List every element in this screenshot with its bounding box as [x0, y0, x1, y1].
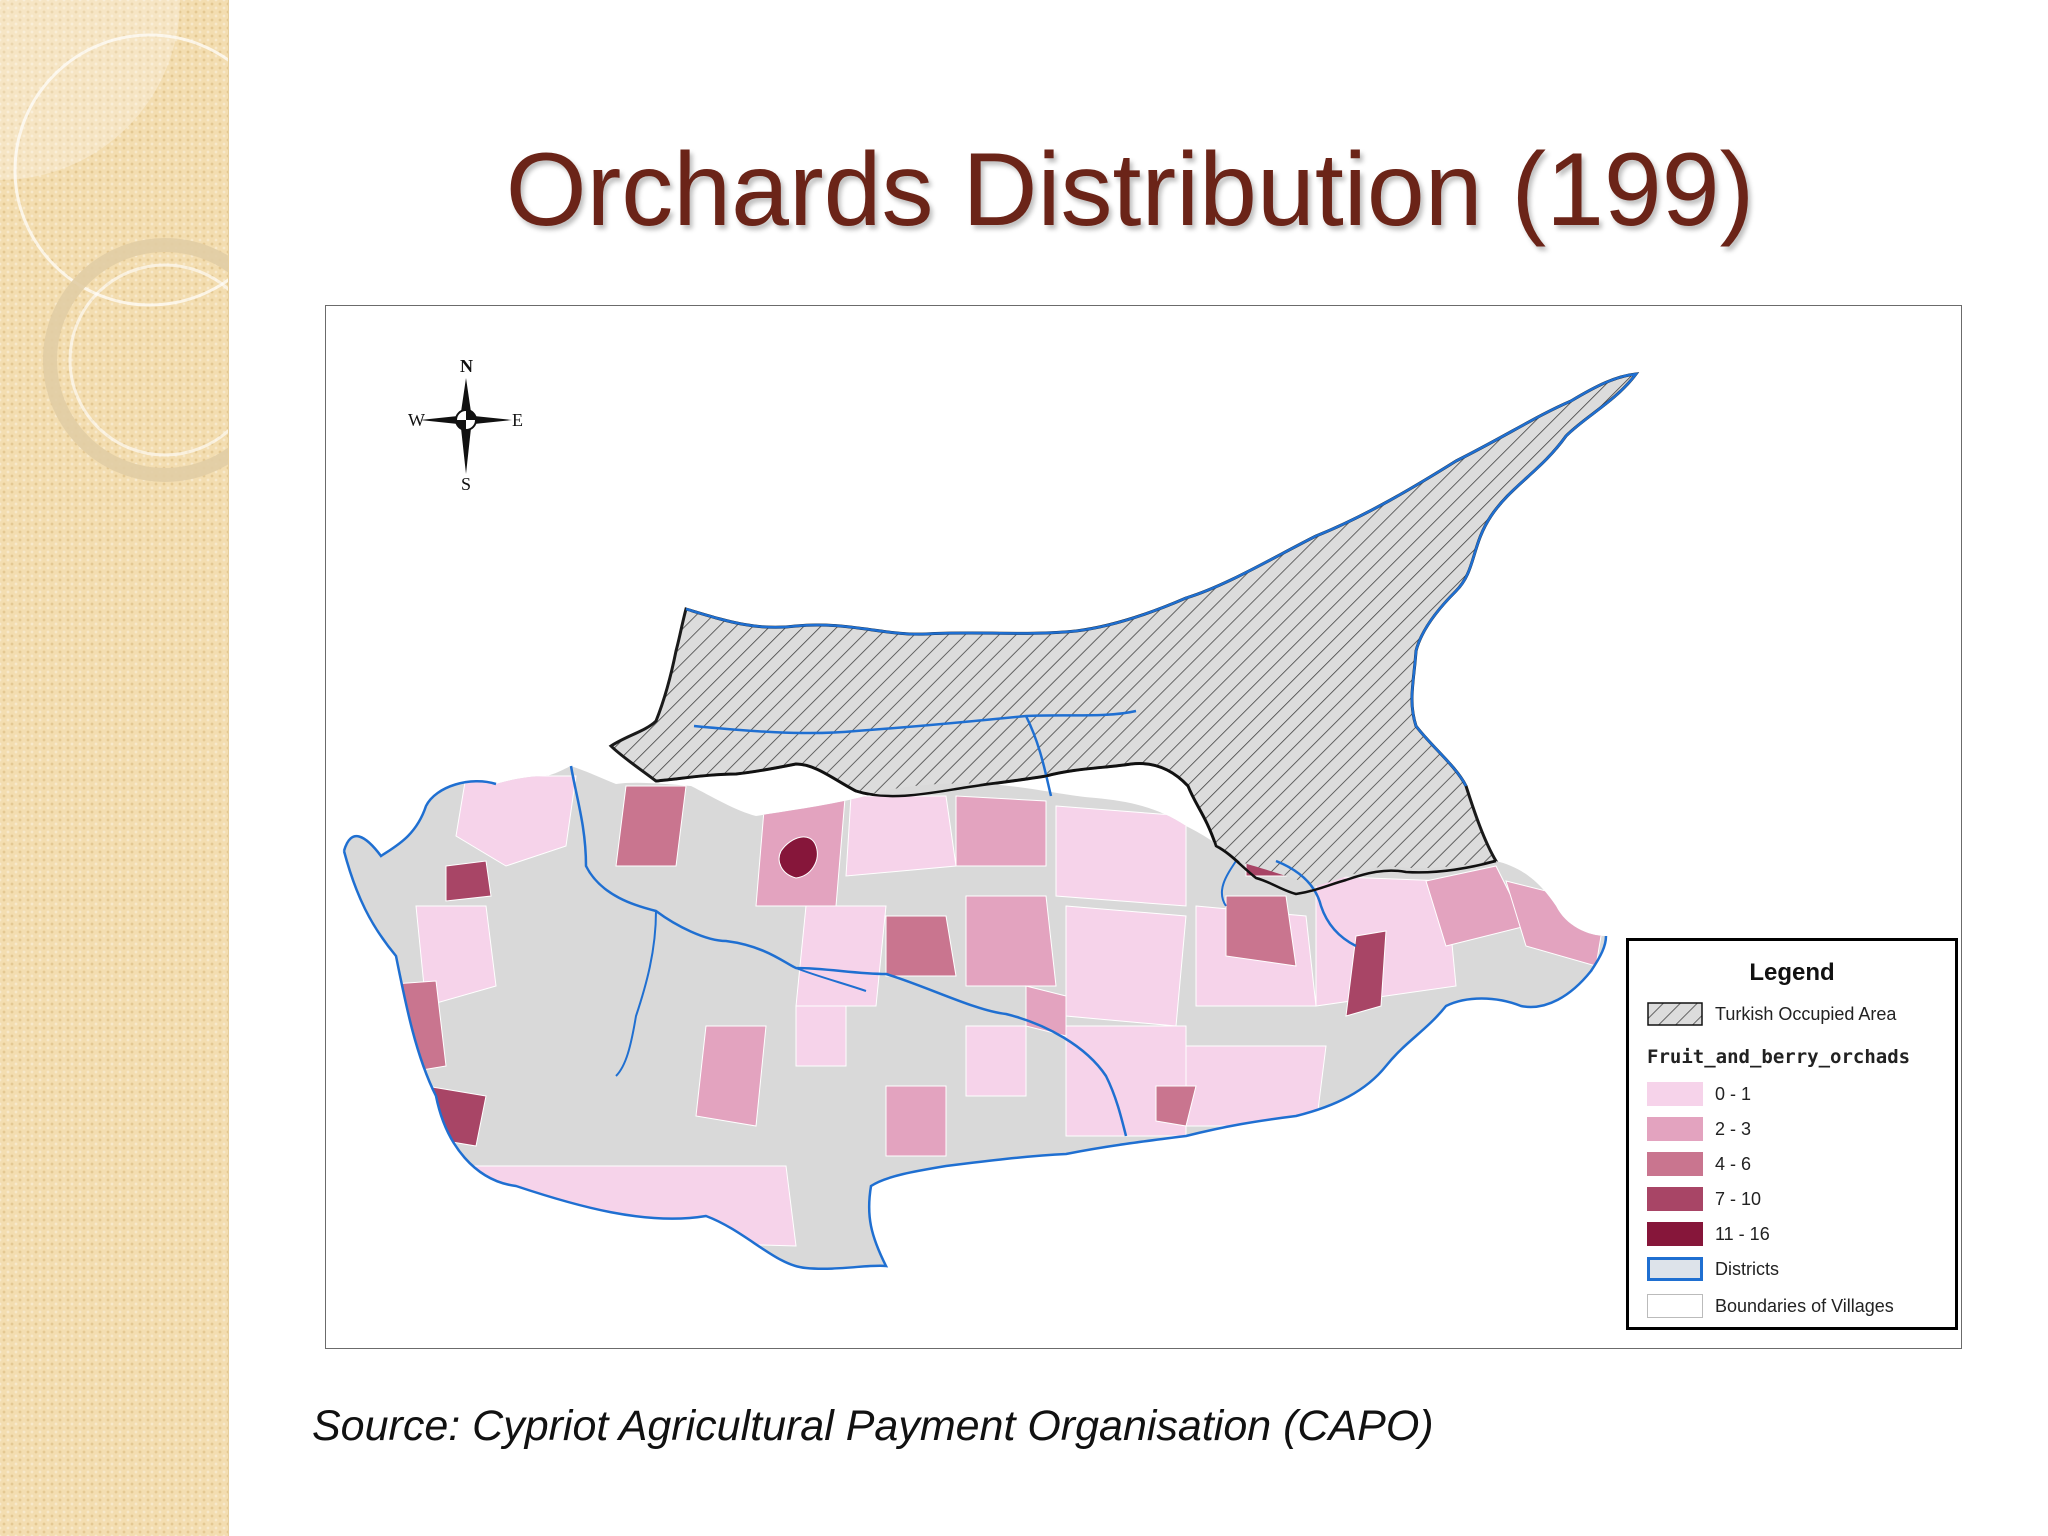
- slide-title: Orchards Distribution (199): [505, 132, 1755, 248]
- legend-label-occupied: Turkish Occupied Area: [1715, 1003, 1897, 1024]
- map-frame: N S W E Legend Turkish Occupied Area Fru…: [325, 305, 1962, 1349]
- legend-label-class: 2 - 3: [1715, 1118, 1752, 1139]
- legend-label-villages: Boundaries of Villages: [1715, 1295, 1894, 1316]
- legend-row-occupied: Turkish Occupied Area: [1647, 1001, 1896, 1027]
- village-max-value: [778, 836, 818, 879]
- legend-label-class: 7 - 10: [1715, 1188, 1762, 1209]
- compass-south: S: [461, 474, 472, 494]
- legend-label-class: 11 - 16: [1715, 1223, 1770, 1244]
- compass-rose: N S W E: [406, 356, 526, 496]
- hatch-swatch-icon: [1647, 1002, 1703, 1026]
- legend-field-name: Fruit_and_berry_orchads: [1647, 1046, 1911, 1068]
- source-citation: Source: Cypriot Agricultural Payment Org…: [312, 1402, 1434, 1450]
- decorative-sidebar: [0, 0, 229, 1536]
- compass-north: N: [460, 356, 473, 376]
- legend-title: Legend: [1749, 959, 1835, 986]
- compass-west: W: [408, 410, 425, 430]
- legend-row-districts: Districts: [1647, 1256, 1779, 1282]
- legend-swatch-villages: [1647, 1294, 1703, 1318]
- legend-swatch-districts: [1647, 1257, 1703, 1281]
- legend-swatch-3: [1647, 1187, 1703, 1211]
- legend-row-class-4: 11 - 16: [1647, 1221, 1770, 1247]
- compass-east: E: [512, 410, 523, 430]
- legend-swatch-0: [1647, 1082, 1703, 1106]
- legend-row-class-1: 2 - 3: [1647, 1116, 1751, 1142]
- legend-swatch-2: [1647, 1152, 1703, 1176]
- legend-swatch-4: [1647, 1222, 1703, 1246]
- decorative-circles: [0, 0, 228, 482]
- legend-row-class-2: 4 - 6: [1647, 1151, 1751, 1177]
- compass-icon: [420, 378, 512, 474]
- legend-row-class-3: 7 - 10: [1647, 1186, 1761, 1212]
- cyprus-choropleth-map: [342, 372, 1640, 1270]
- legend-label-districts: Districts: [1715, 1258, 1779, 1279]
- legend-row-class-0: 0 - 1: [1647, 1081, 1751, 1107]
- legend-row-villages: Boundaries of Villages: [1647, 1293, 1894, 1319]
- legend-label-class: 0 - 1: [1715, 1083, 1752, 1104]
- legend-label-class: 4 - 6: [1715, 1153, 1752, 1174]
- legend-swatch-1: [1647, 1117, 1703, 1141]
- map-legend: Legend Turkish Occupied Area Fruit_and_b…: [1626, 938, 1958, 1330]
